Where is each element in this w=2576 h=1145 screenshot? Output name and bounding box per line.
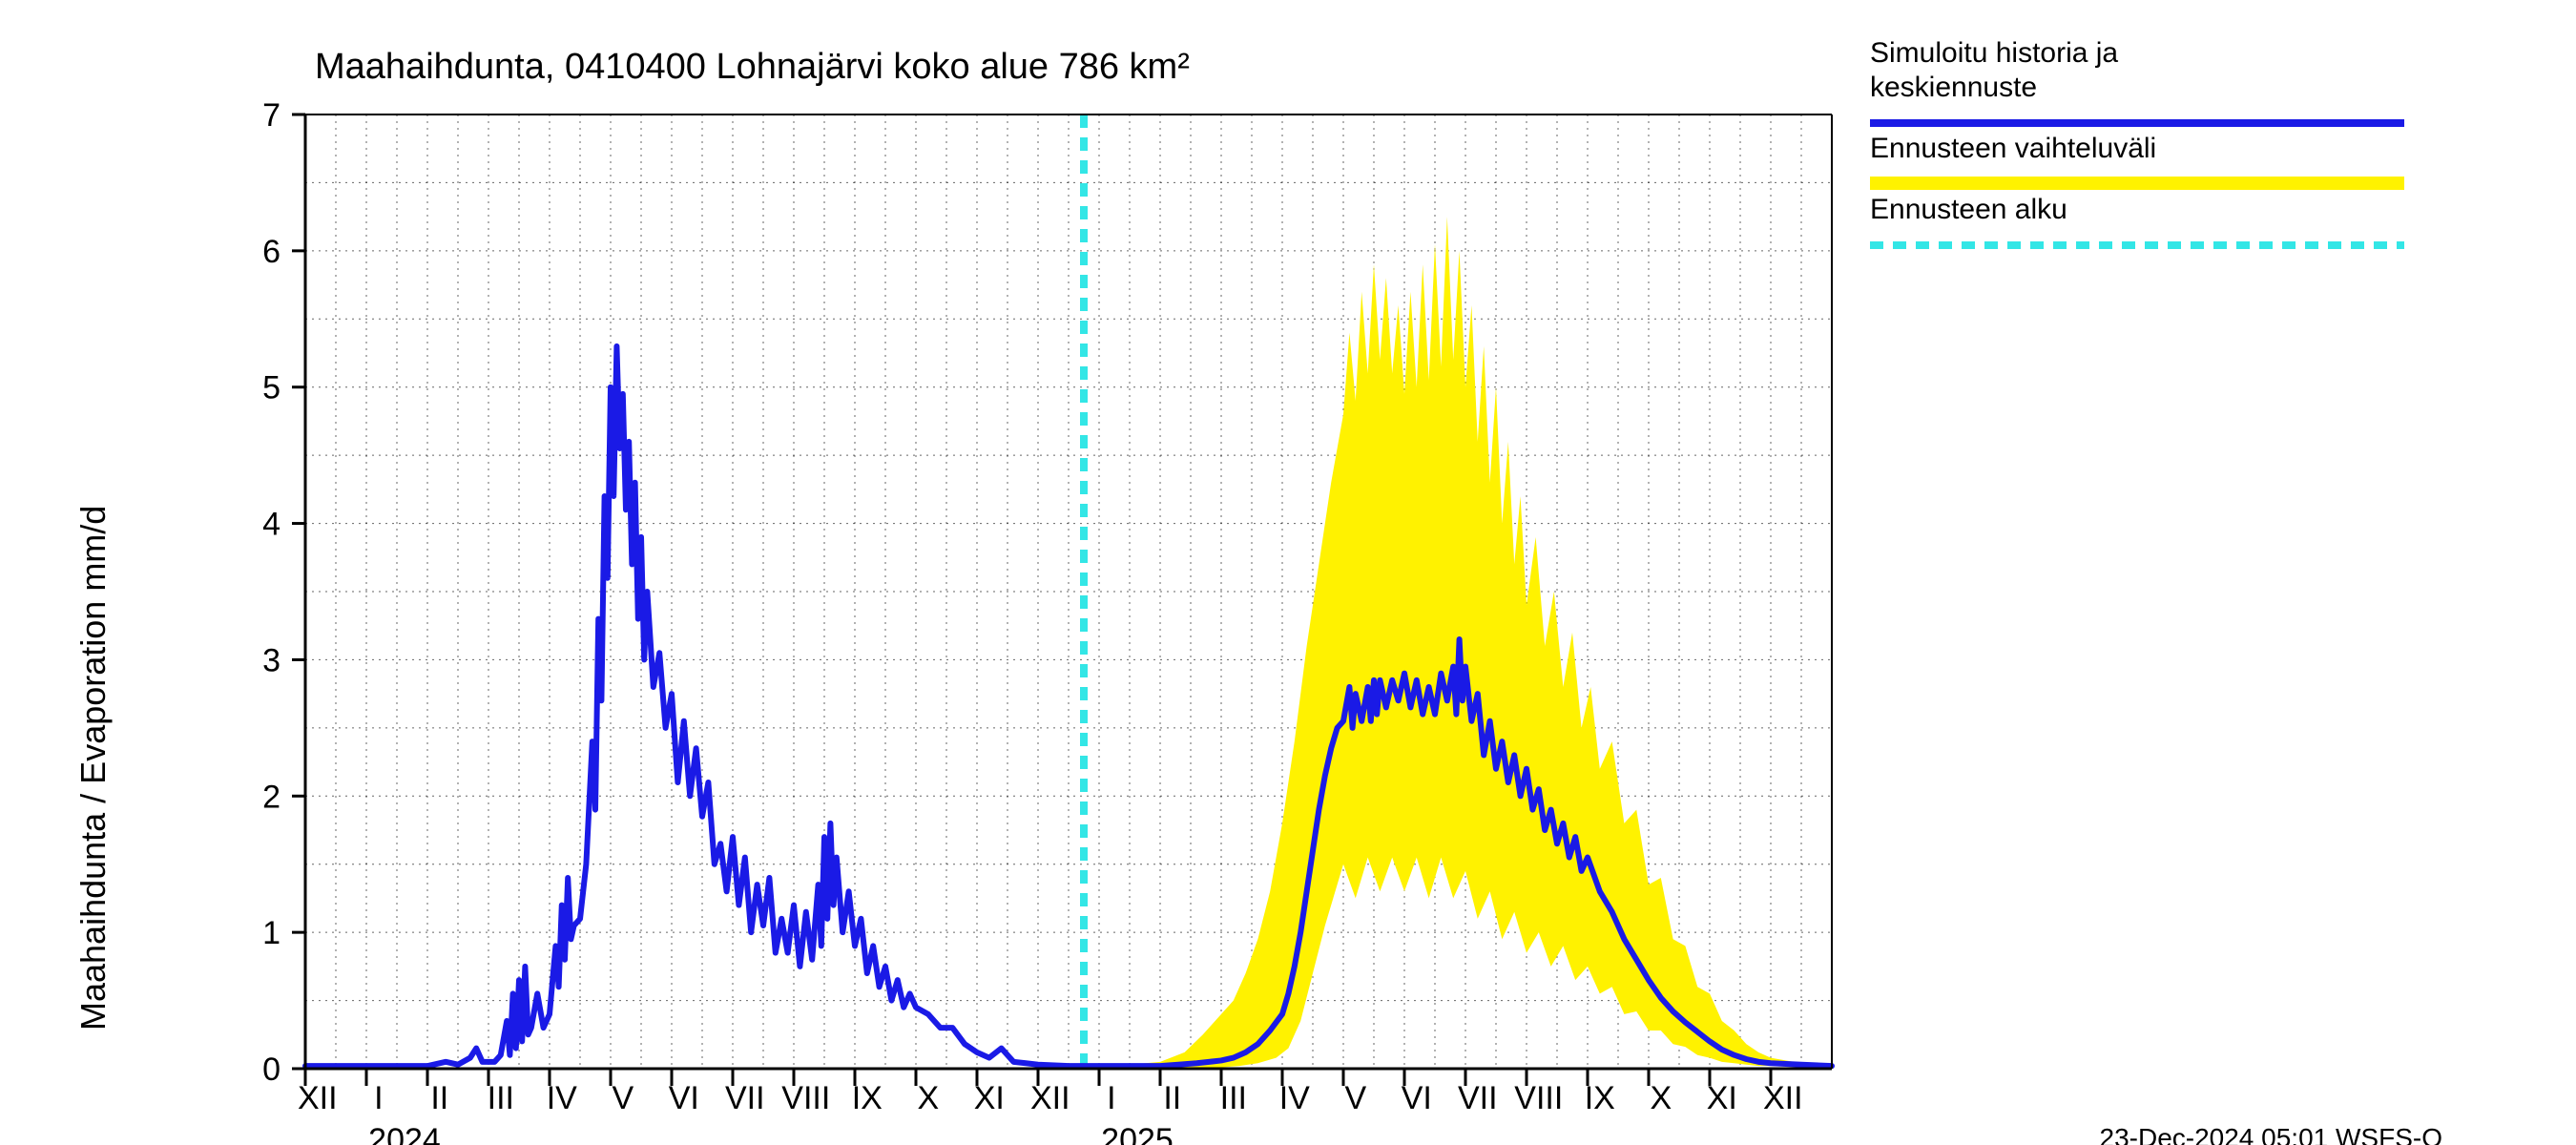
- x-tick-label: VI: [669, 1080, 699, 1116]
- year-label: 2025: [1101, 1122, 1174, 1145]
- x-tick-label: VII: [1458, 1080, 1498, 1116]
- x-tick-label: VIII: [1514, 1080, 1563, 1116]
- chart-title: Maahaihdunta, 0410400 Lohnajärvi koko al…: [315, 47, 1190, 87]
- x-tick-label: XII: [1030, 1080, 1070, 1116]
- x-tick-label: III: [1220, 1080, 1247, 1116]
- x-tick-label: IV: [547, 1080, 577, 1116]
- legend-label: Ennusteen alku: [1870, 194, 2067, 225]
- x-tick-label: II: [1163, 1080, 1181, 1116]
- y-tick-label: 6: [262, 234, 280, 270]
- x-tick-label: V: [1344, 1080, 1366, 1116]
- x-tick-label: IX: [1585, 1080, 1615, 1116]
- x-tick-label: XII: [298, 1080, 338, 1116]
- legend-swatch: [1870, 177, 2404, 190]
- legend-label: Ennusteen vaihteluväli: [1870, 133, 2156, 164]
- y-tick-label: 1: [262, 915, 280, 951]
- y-tick-label: 2: [262, 779, 280, 815]
- x-tick-label: VIII: [781, 1080, 830, 1116]
- y-tick-label: 7: [262, 97, 280, 134]
- y-axis-label: Maahaihdunta / Evaporation mm/d: [73, 506, 113, 1030]
- x-tick-label: XII: [1763, 1080, 1803, 1116]
- footer-text: 23-Dec-2024 05:01 WSFS-O: [2100, 1123, 2443, 1145]
- x-tick-label: II: [430, 1080, 448, 1116]
- x-tick-label: X: [917, 1080, 939, 1116]
- chart-stage: 01234567XIIIIIIIIIVVVIVIIVIIIIXXXIXIIIII…: [0, 0, 2576, 1145]
- x-tick-label: VII: [725, 1080, 765, 1116]
- x-tick-label: X: [1650, 1080, 1672, 1116]
- legend-label: keskiennuste: [1870, 72, 2037, 103]
- x-tick-label: IV: [1279, 1080, 1310, 1116]
- x-tick-label: V: [612, 1080, 634, 1116]
- x-tick-label: XI: [1707, 1080, 1737, 1116]
- x-tick-label: XI: [974, 1080, 1005, 1116]
- y-tick-label: 5: [262, 370, 280, 406]
- x-tick-label: VI: [1402, 1080, 1432, 1116]
- year-label: 2024: [368, 1122, 441, 1145]
- x-tick-label: I: [374, 1080, 383, 1116]
- y-tick-label: 3: [262, 642, 280, 678]
- x-tick-label: I: [1107, 1080, 1115, 1116]
- y-tick-label: 4: [262, 507, 280, 543]
- chart-svg: 01234567XIIIIIIIIIVVVIVIIVIIIIXXXIXIIIII…: [0, 0, 2576, 1145]
- x-tick-label: III: [488, 1080, 514, 1116]
- x-tick-label: IX: [852, 1080, 883, 1116]
- legend-label: Simuloitu historia ja: [1870, 37, 2118, 69]
- y-tick-label: 0: [262, 1051, 280, 1088]
